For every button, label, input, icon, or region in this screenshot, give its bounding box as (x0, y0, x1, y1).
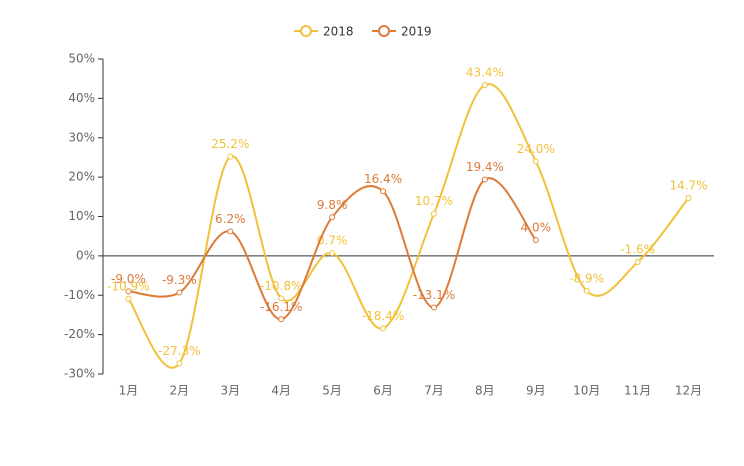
data-point (380, 325, 387, 332)
data-point (685, 194, 692, 201)
data-label: 43.4% (466, 65, 504, 79)
y-tick-label: 0% (76, 248, 95, 262)
data-label: -8.9% (569, 271, 604, 285)
legend-label: 2019 (401, 25, 432, 39)
data-label: -9.3% (162, 273, 197, 287)
series-line (128, 177, 537, 321)
x-tick-label: 11月 (624, 384, 651, 398)
data-label: -18.4% (362, 309, 404, 323)
data-label: 10.7% (415, 194, 453, 208)
y-tick-label: -20% (64, 327, 95, 341)
data-label: 25.2% (211, 137, 249, 151)
legend-marker (378, 25, 390, 37)
data-point (227, 153, 234, 160)
data-label: 14.7% (669, 178, 707, 192)
data-point (430, 304, 437, 311)
data-point (278, 295, 285, 302)
data-point (176, 360, 183, 367)
data-label: 19.4% (466, 160, 504, 174)
data-label: -1.6% (620, 243, 655, 257)
data-label: -9.0% (111, 272, 146, 286)
x-tick-label: 2月 (170, 384, 190, 398)
data-point (125, 295, 132, 302)
series-line (127, 83, 690, 369)
data-label: 16.4% (364, 172, 402, 186)
y-tick-label: 30% (68, 130, 95, 144)
data-point (532, 237, 539, 244)
x-tick-label: 9月 (526, 384, 546, 398)
y-tick-label: 40% (68, 91, 95, 105)
x-tick-label: 10月 (573, 384, 600, 398)
legend-marker (300, 25, 312, 37)
y-tick-label: 20% (68, 170, 95, 184)
data-label: -27.3% (158, 344, 200, 358)
y-tick-label: -10% (64, 288, 95, 302)
x-tick-label: 8月 (475, 384, 495, 398)
data-label: -16.1% (260, 300, 302, 314)
x-tick-label: 6月 (373, 384, 393, 398)
data-point (176, 289, 183, 296)
x-tick-label: 12月 (675, 384, 702, 398)
x-tick-label: 1月 (119, 384, 139, 398)
data-label: 4.0% (521, 221, 552, 235)
x-tick-label: 5月 (322, 384, 342, 398)
data-point (430, 210, 437, 217)
data-label: -10.9% (107, 279, 149, 293)
data-label: 9.8% (317, 198, 348, 212)
data-label: -10.8% (260, 279, 302, 293)
data-point (278, 316, 285, 323)
data-label: 0.7% (317, 234, 348, 248)
data-point (227, 228, 234, 235)
x-tick-label: 4月 (271, 384, 291, 398)
data-point (583, 287, 590, 294)
data-point (125, 288, 132, 295)
x-tick-label: 3月 (220, 384, 240, 398)
data-label: 24.0% (517, 142, 555, 156)
data-label: 6.2% (215, 212, 246, 226)
data-point (634, 259, 641, 266)
data-label: -13.1% (413, 288, 455, 302)
y-tick-label: 50% (68, 52, 95, 66)
legend-label: 2018 (323, 25, 354, 39)
data-point (481, 176, 488, 183)
y-tick-label: 10% (68, 209, 95, 223)
x-tick-label: 7月 (424, 384, 444, 398)
data-point (380, 188, 387, 195)
data-point (532, 158, 539, 165)
data-point (329, 214, 336, 221)
data-point (481, 81, 488, 88)
y-tick-label: -30% (64, 367, 95, 381)
data-point (329, 250, 336, 257)
legend: 2018 2019 (294, 25, 432, 39)
